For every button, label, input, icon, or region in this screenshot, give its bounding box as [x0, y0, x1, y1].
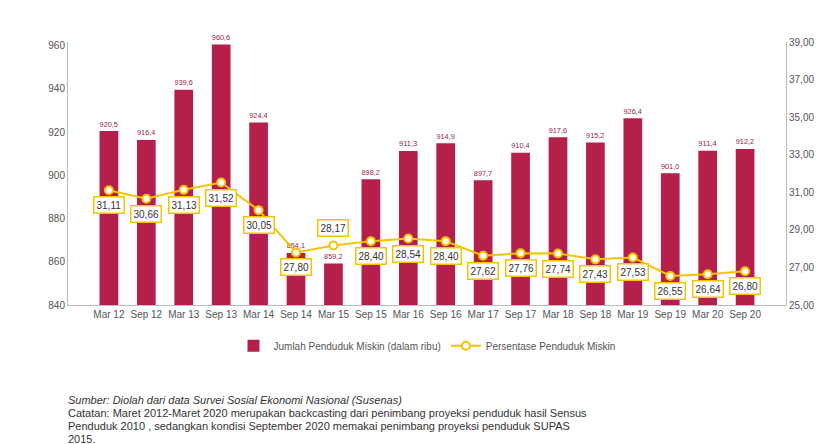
svg-text:911,4: 911,4: [698, 139, 716, 148]
svg-text:Mar 15: Mar 15: [318, 309, 350, 320]
svg-text:917,6: 917,6: [549, 126, 567, 135]
svg-text:35,00: 35,00: [789, 112, 814, 123]
svg-text:897,7: 897,7: [474, 169, 492, 178]
svg-text:Mar 18: Mar 18: [542, 309, 574, 320]
svg-text:33,00: 33,00: [789, 149, 814, 160]
html-text:Sumber: Diolah dari data Surve: Sumber: Diolah dari data Survei Sosial E…: [68, 394, 402, 406]
svg-text:960,6: 960,6: [212, 33, 230, 42]
svg-text:31,13: 31,13: [172, 200, 197, 211]
svg-text:25,00: 25,00: [789, 300, 814, 311]
svg-text:Mar 12: Mar 12: [93, 309, 125, 320]
svg-text:880: 880: [48, 213, 65, 224]
svg-text:27,43: 27,43: [583, 269, 608, 280]
svg-text:900: 900: [48, 170, 65, 181]
svg-text:Mar 14: Mar 14: [243, 309, 275, 320]
svg-text:28,40: 28,40: [434, 251, 459, 262]
svg-text:859,2: 859,2: [324, 252, 342, 261]
svg-text:Persentase Penduduk Miskin: Persentase Penduduk Miskin: [486, 341, 616, 352]
svg-text:Sep 17: Sep 17: [505, 309, 537, 320]
svg-text:Mar 13: Mar 13: [168, 309, 200, 320]
svg-text:901,0: 901,0: [661, 162, 679, 171]
svg-text:27,53: 27,53: [621, 267, 646, 278]
svg-text:920: 920: [48, 127, 65, 138]
svg-text:915,2: 915,2: [586, 131, 604, 140]
svg-text:27,80: 27,80: [284, 262, 309, 273]
svg-text:Sep 14: Sep 14: [280, 309, 312, 320]
svg-text:27,74: 27,74: [546, 264, 571, 275]
svg-text:Mar 16: Mar 16: [393, 309, 425, 320]
svg-text:Sep 16: Sep 16: [430, 309, 462, 320]
svg-text:914,9: 914,9: [436, 132, 454, 141]
svg-text:31,00: 31,00: [789, 187, 814, 198]
html-text:Catatan: Maret 2012-Maret 2020: Catatan: Maret 2012-Maret 2020 merupakan…: [68, 407, 587, 444]
svg-text:28,40: 28,40: [359, 251, 384, 262]
svg-text:840: 840: [48, 300, 65, 311]
svg-text:916,4: 916,4: [137, 128, 155, 137]
svg-text:27,76: 27,76: [509, 263, 534, 274]
svg-text:Sep 20: Sep 20: [729, 309, 761, 320]
svg-text:940: 940: [48, 83, 65, 94]
svg-text:26,64: 26,64: [696, 284, 721, 295]
svg-text:898,2: 898,2: [362, 168, 380, 177]
svg-text:37,00: 37,00: [789, 74, 814, 85]
svg-text:Sep 12: Sep 12: [130, 309, 162, 320]
svg-text:Sep 18: Sep 18: [580, 309, 612, 320]
svg-text:Sep 19: Sep 19: [654, 309, 686, 320]
svg-text:28,17: 28,17: [321, 223, 346, 234]
svg-text:28,54: 28,54: [396, 249, 421, 260]
svg-text:Mar 20: Mar 20: [692, 309, 724, 320]
svg-text:27,62: 27,62: [471, 266, 496, 277]
svg-text:Mar 17: Mar 17: [468, 309, 500, 320]
svg-text:29,00: 29,00: [789, 224, 814, 235]
svg-text:Mar 19: Mar 19: [617, 309, 649, 320]
svg-text:910,4: 910,4: [511, 141, 529, 150]
svg-text:912,2: 912,2: [736, 137, 754, 146]
svg-text:26,80: 26,80: [733, 281, 758, 292]
svg-text:864,1: 864,1: [287, 241, 305, 250]
svg-text:31,52: 31,52: [209, 193, 234, 204]
svg-text:920,5: 920,5: [100, 120, 118, 129]
svg-text:939,6: 939,6: [174, 78, 192, 87]
svg-text:960: 960: [48, 40, 65, 51]
svg-text:31,11: 31,11: [97, 200, 122, 211]
svg-text:Jumlah Penduduk Miskin (dalam: Jumlah Penduduk Miskin (dalam ribu): [274, 341, 441, 352]
svg-text:26,55: 26,55: [658, 286, 683, 297]
svg-text:Sep 13: Sep 13: [205, 309, 237, 320]
svg-text:924,4: 924,4: [249, 111, 267, 120]
svg-text:911,3: 911,3: [399, 139, 417, 148]
svg-text:30,05: 30,05: [247, 220, 272, 231]
svg-text:926,4: 926,4: [623, 107, 641, 116]
svg-text:860: 860: [48, 256, 65, 267]
svg-text:Sep 15: Sep 15: [355, 309, 387, 320]
svg-text:27,00: 27,00: [789, 262, 814, 273]
svg-text:30,66: 30,66: [134, 209, 159, 220]
svg-text:39,00: 39,00: [789, 37, 814, 48]
